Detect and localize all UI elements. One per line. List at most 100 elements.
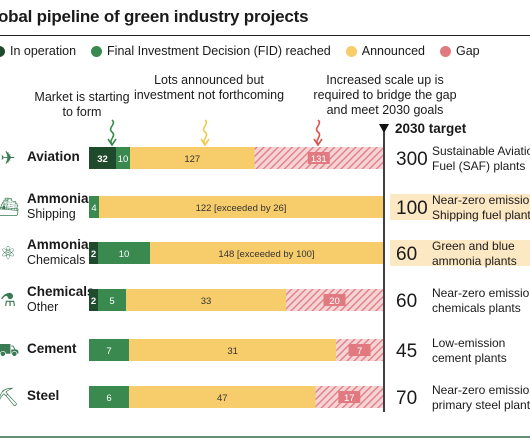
- annotation-market: Market is starting to form: [34, 90, 130, 119]
- target-marker-triangle: [379, 124, 389, 133]
- arrow-lots-head: [200, 138, 210, 147]
- bar-label-announced: 33: [201, 296, 212, 307]
- bar-announced: [129, 339, 337, 361]
- bar-fid: [89, 339, 129, 361]
- bar-label-fid: 7: [106, 346, 111, 357]
- target-value: 100: [396, 198, 428, 219]
- bar-label-in-operation: 32: [97, 154, 108, 165]
- category-label: Ammonia: [27, 237, 89, 252]
- bar-label-fid: 4: [91, 203, 96, 214]
- target-description: Near-zero emission: [432, 193, 530, 207]
- bar-label-gap: 131: [311, 154, 327, 165]
- target-description: Low-emission: [432, 336, 505, 350]
- category-label: Ammonia: [27, 191, 89, 206]
- bar-fid: [116, 147, 130, 169]
- target-value: 60: [396, 291, 417, 312]
- category-label: Cement: [27, 341, 77, 356]
- bar-label-announced: 122 [exceeded by 26]: [196, 203, 287, 214]
- category-label: Aviation: [27, 149, 80, 164]
- flask-icon: ⚗: [0, 290, 16, 310]
- title-rule: [0, 35, 530, 36]
- annotation-scale-up: Increased scale up is required to bridge…: [313, 73, 457, 117]
- bar-gap-label-bg: [323, 294, 346, 306]
- target-description: chemicals plants: [432, 301, 521, 315]
- target-description: ammonia plants: [432, 254, 517, 268]
- legend-item-announced: Announced: [345, 44, 425, 58]
- bar-label-gap: 7: [357, 346, 362, 357]
- target-description: Green and blue: [432, 239, 515, 253]
- target-description: Shipping fuel plants: [432, 208, 530, 222]
- annotation-lots-announced: Lots announced but investment not forthc…: [133, 73, 285, 102]
- subcategory-label: Shipping: [27, 207, 76, 221]
- category-label: Steel: [27, 388, 59, 403]
- bar-label-announced: 47: [217, 393, 228, 404]
- legend-label-announced: Announced: [361, 44, 425, 58]
- bar-gap-label-bg: [307, 152, 330, 164]
- cement-mixer-icon: ⛟: [0, 340, 19, 360]
- legend-label-in-operation: In operation: [10, 44, 77, 58]
- bar-in-operation: [89, 147, 116, 169]
- subcategory-label: Other: [27, 300, 58, 314]
- bar-label-fid: 10: [119, 249, 130, 260]
- target-header: 2030 target: [395, 121, 467, 136]
- bar-label-gap: 20: [329, 296, 340, 307]
- target-value: 70: [396, 388, 417, 409]
- bar-gap-label-bg: [348, 344, 371, 356]
- bar-announced: [126, 289, 287, 311]
- bar-label-fid: 5: [109, 296, 114, 307]
- bar-label-gap: 17: [344, 393, 355, 404]
- bar-label-fid: 10: [118, 154, 129, 165]
- target-description: Near-zero emission: [432, 383, 530, 397]
- target-value: 45: [396, 341, 417, 362]
- legend: In operation Final Investment Decision (…: [0, 44, 495, 58]
- legend-label-fid: Final Investment Decision (FID) reached: [107, 44, 331, 58]
- bar-in-operation: [89, 242, 98, 264]
- bar-label-announced: 148 [exceeded by 100]: [218, 249, 314, 260]
- target-description: Sustainable Aviation: [432, 144, 530, 158]
- target-description: Fuel (SAF) plants: [432, 159, 525, 173]
- target-value: 300: [396, 149, 428, 170]
- bar-announced: [150, 242, 383, 264]
- bar-fid: [89, 386, 129, 408]
- airplane-icon: ✈: [0, 148, 15, 168]
- bar-announced: [130, 147, 255, 169]
- arrow-market: [109, 119, 115, 145]
- bar-label-in-operation: 2: [91, 296, 96, 307]
- bar-in-operation: [89, 289, 98, 311]
- bar-gap-label-bg: [338, 391, 361, 403]
- bar-label-fid: 6: [106, 393, 111, 404]
- target-value: 60: [396, 244, 417, 265]
- target-description: primary steel plants: [432, 398, 530, 412]
- legend-swatch-gap: [440, 45, 451, 57]
- target-description: cement plants: [432, 351, 507, 365]
- category-label: Chemicals: [27, 284, 95, 299]
- legend-swatch-in-operation: [0, 45, 5, 57]
- bar-announced: [99, 196, 383, 218]
- bar-label-in-operation: 2: [91, 249, 96, 260]
- target-highlight: [390, 194, 530, 220]
- chart-title: obal pipeline of green industry projects: [0, 7, 309, 26]
- legend-swatch-announced: [345, 45, 357, 57]
- bar-fid: [89, 196, 99, 218]
- arrow-lots: [202, 119, 208, 145]
- chart-row: ✈ Aviation 32 10 127 131 300 Sustainable Aviati…: [0, 144, 530, 173]
- target-description: Near-zero emission: [432, 286, 530, 300]
- steel-ladle-icon: ⛏: [0, 387, 19, 407]
- legend-item-fid: Final Investment Decision (FID) reached: [91, 44, 331, 58]
- arrow-market-head: [107, 138, 117, 147]
- bar-announced: [129, 386, 316, 408]
- bar-fid: [98, 242, 150, 264]
- arrow-scale: [315, 119, 321, 145]
- legend-swatch-fid: [91, 45, 103, 57]
- molecule-icon: ⚛: [0, 243, 16, 263]
- bar-fid: [98, 289, 126, 311]
- bar-label-announced: 127: [184, 154, 200, 165]
- legend-label-gap: Gap: [456, 44, 480, 58]
- legend-item-gap: Gap: [440, 44, 480, 58]
